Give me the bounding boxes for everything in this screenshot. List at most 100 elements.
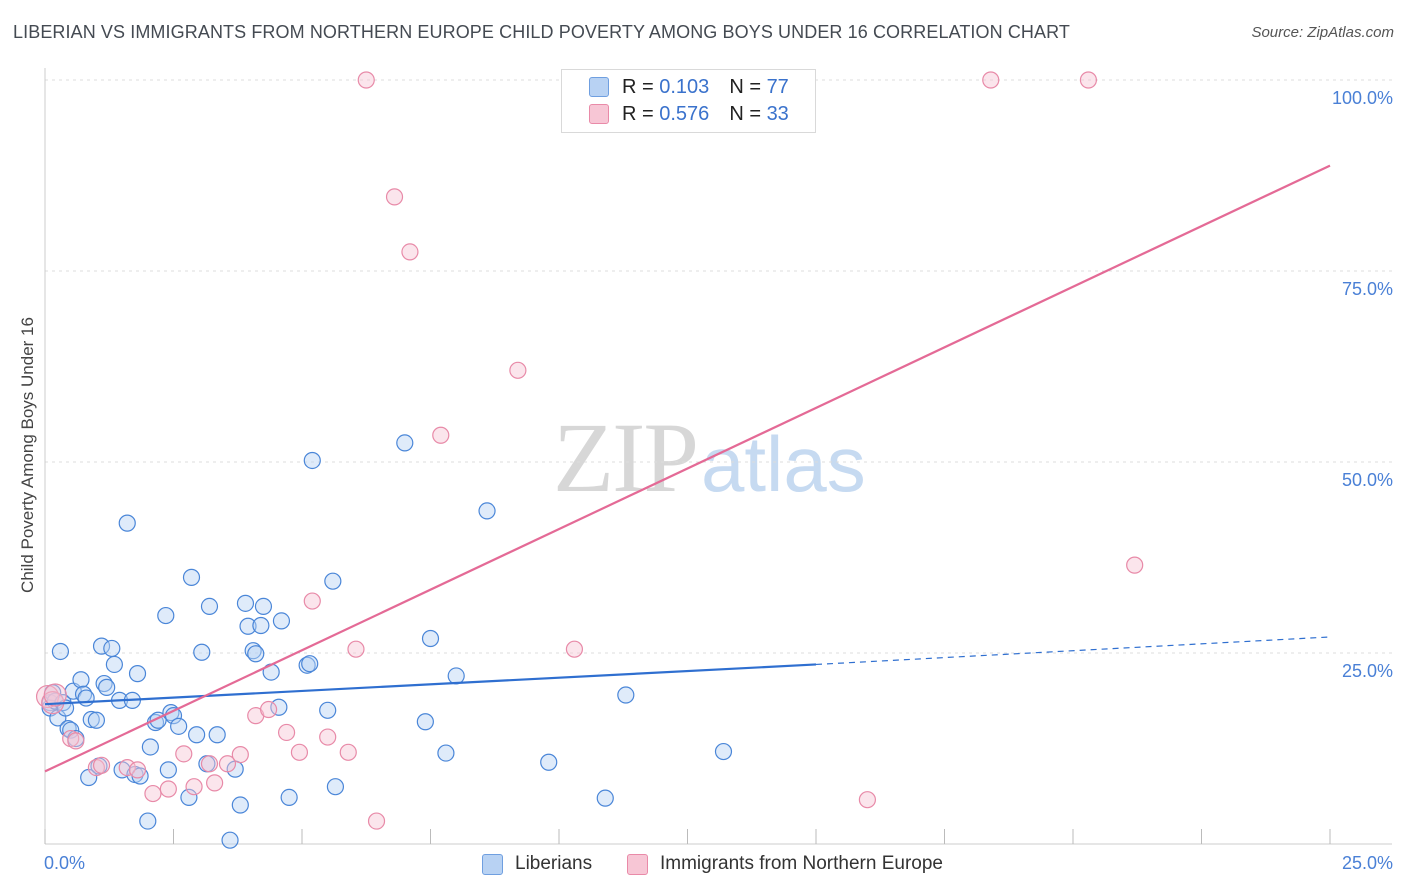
series-liberians-points <box>41 434 733 849</box>
data-point <box>92 756 111 774</box>
data-point <box>182 568 201 586</box>
data-point <box>270 698 288 716</box>
legend-n-value-liberians: 77 <box>766 75 789 98</box>
data-point <box>259 700 278 719</box>
data-point <box>565 640 584 658</box>
bottom-legend-liberians: Liberians <box>482 852 592 876</box>
data-point <box>437 744 455 762</box>
data-point <box>280 788 298 806</box>
data-point <box>1126 556 1144 574</box>
data-point <box>72 671 90 689</box>
source-label: Source: ZipAtlas.com <box>1251 24 1394 41</box>
data-point <box>208 726 226 744</box>
bottom-legend-swatch-liberians <box>482 853 503 875</box>
y-tick-label: 25.0% <box>1342 661 1393 681</box>
watermark-zip: ZIP <box>553 402 699 513</box>
data-point <box>159 780 177 798</box>
legend-row-liberians: R = 0.103 N = 77 <box>589 75 789 99</box>
data-point <box>252 616 270 635</box>
data-point <box>193 643 211 661</box>
legend-n-label: N = <box>729 102 761 125</box>
legend-swatch-immigrants <box>589 104 609 124</box>
bottom-legend-label-liberians: Liberians <box>515 853 593 874</box>
data-point <box>401 243 419 261</box>
y-tick-label: 100.0% <box>1332 88 1393 108</box>
data-point <box>617 686 635 704</box>
data-point <box>319 728 337 746</box>
data-point <box>103 639 121 658</box>
bottom-legend-label-immigrants: Immigrants from Northern Europe <box>660 853 943 874</box>
chart-title: LIBERIAN VS IMMIGRANTS FROM NORTHERN EUR… <box>13 22 1071 42</box>
trend-lines <box>44 164 1331 773</box>
legend-row-immigrants: R = 0.576 N = 33 <box>589 102 789 126</box>
data-point <box>139 812 157 830</box>
data-point <box>301 655 319 673</box>
data-point <box>347 640 365 658</box>
legend-swatch-liberians <box>589 77 609 97</box>
watermark: ZIPatlas <box>553 400 866 515</box>
y-tick-label: 50.0% <box>1342 470 1393 490</box>
data-point <box>385 188 404 206</box>
data-point <box>170 717 188 735</box>
x-tick-label-min: 0.0% <box>44 853 85 873</box>
data-point <box>188 726 206 744</box>
data-point <box>180 788 198 806</box>
data-point <box>185 778 203 796</box>
data-point <box>247 645 265 663</box>
data-point <box>1079 71 1098 89</box>
legend-r-value-immigrants: 0.576 <box>659 102 710 125</box>
data-point <box>858 791 877 809</box>
data-point <box>714 742 733 761</box>
tick-labels: 100.0% 75.0% 50.0% 25.0% 0.0% 25.0% <box>44 88 1393 873</box>
data-point <box>416 713 434 731</box>
trend-line-liberians-extrapolated <box>815 636 1331 666</box>
data-point <box>982 71 1000 89</box>
data-point <box>231 746 249 764</box>
data-point <box>128 665 147 683</box>
data-point <box>236 594 255 612</box>
data-point <box>77 689 95 707</box>
x-tick-label-max: 25.0% <box>1342 853 1393 873</box>
data-point <box>396 434 414 452</box>
data-point <box>128 761 147 779</box>
data-point <box>51 642 70 661</box>
data-point <box>175 745 193 763</box>
data-point <box>326 778 345 796</box>
data-point <box>272 612 291 630</box>
data-point <box>540 753 558 771</box>
data-point <box>82 710 100 729</box>
data-point <box>432 426 450 444</box>
bottom-legend-swatch-immigrants <box>627 853 648 875</box>
data-point <box>159 761 177 779</box>
legend-r-label: R = <box>622 75 654 98</box>
data-point <box>67 732 85 750</box>
legend-r-label: R = <box>622 102 654 125</box>
data-point <box>87 711 106 729</box>
data-point <box>200 755 219 773</box>
data-point <box>478 502 496 520</box>
legend-n-value-immigrants: 33 <box>766 102 789 125</box>
data-point <box>447 667 465 685</box>
data-point <box>290 743 309 761</box>
data-point <box>144 784 162 803</box>
data-point <box>98 678 116 696</box>
trend-line-liberians <box>44 663 817 706</box>
data-point <box>303 451 321 470</box>
data-point <box>324 572 342 590</box>
data-point <box>244 642 262 660</box>
data-point <box>200 597 219 615</box>
y-tick-label: 75.0% <box>1342 279 1393 299</box>
data-point <box>303 592 321 610</box>
data-point <box>157 606 175 625</box>
legend-r-value-liberians: 0.103 <box>659 75 710 98</box>
data-point <box>105 655 123 674</box>
data-point <box>357 71 375 89</box>
data-point <box>118 758 136 777</box>
data-point <box>206 774 224 792</box>
data-point <box>254 597 273 615</box>
data-point <box>339 743 357 761</box>
correlation-legend: R = 0.103 N = 77 R = 0.576 N = 33 <box>561 69 816 133</box>
data-point <box>221 831 239 849</box>
data-point <box>367 812 386 830</box>
